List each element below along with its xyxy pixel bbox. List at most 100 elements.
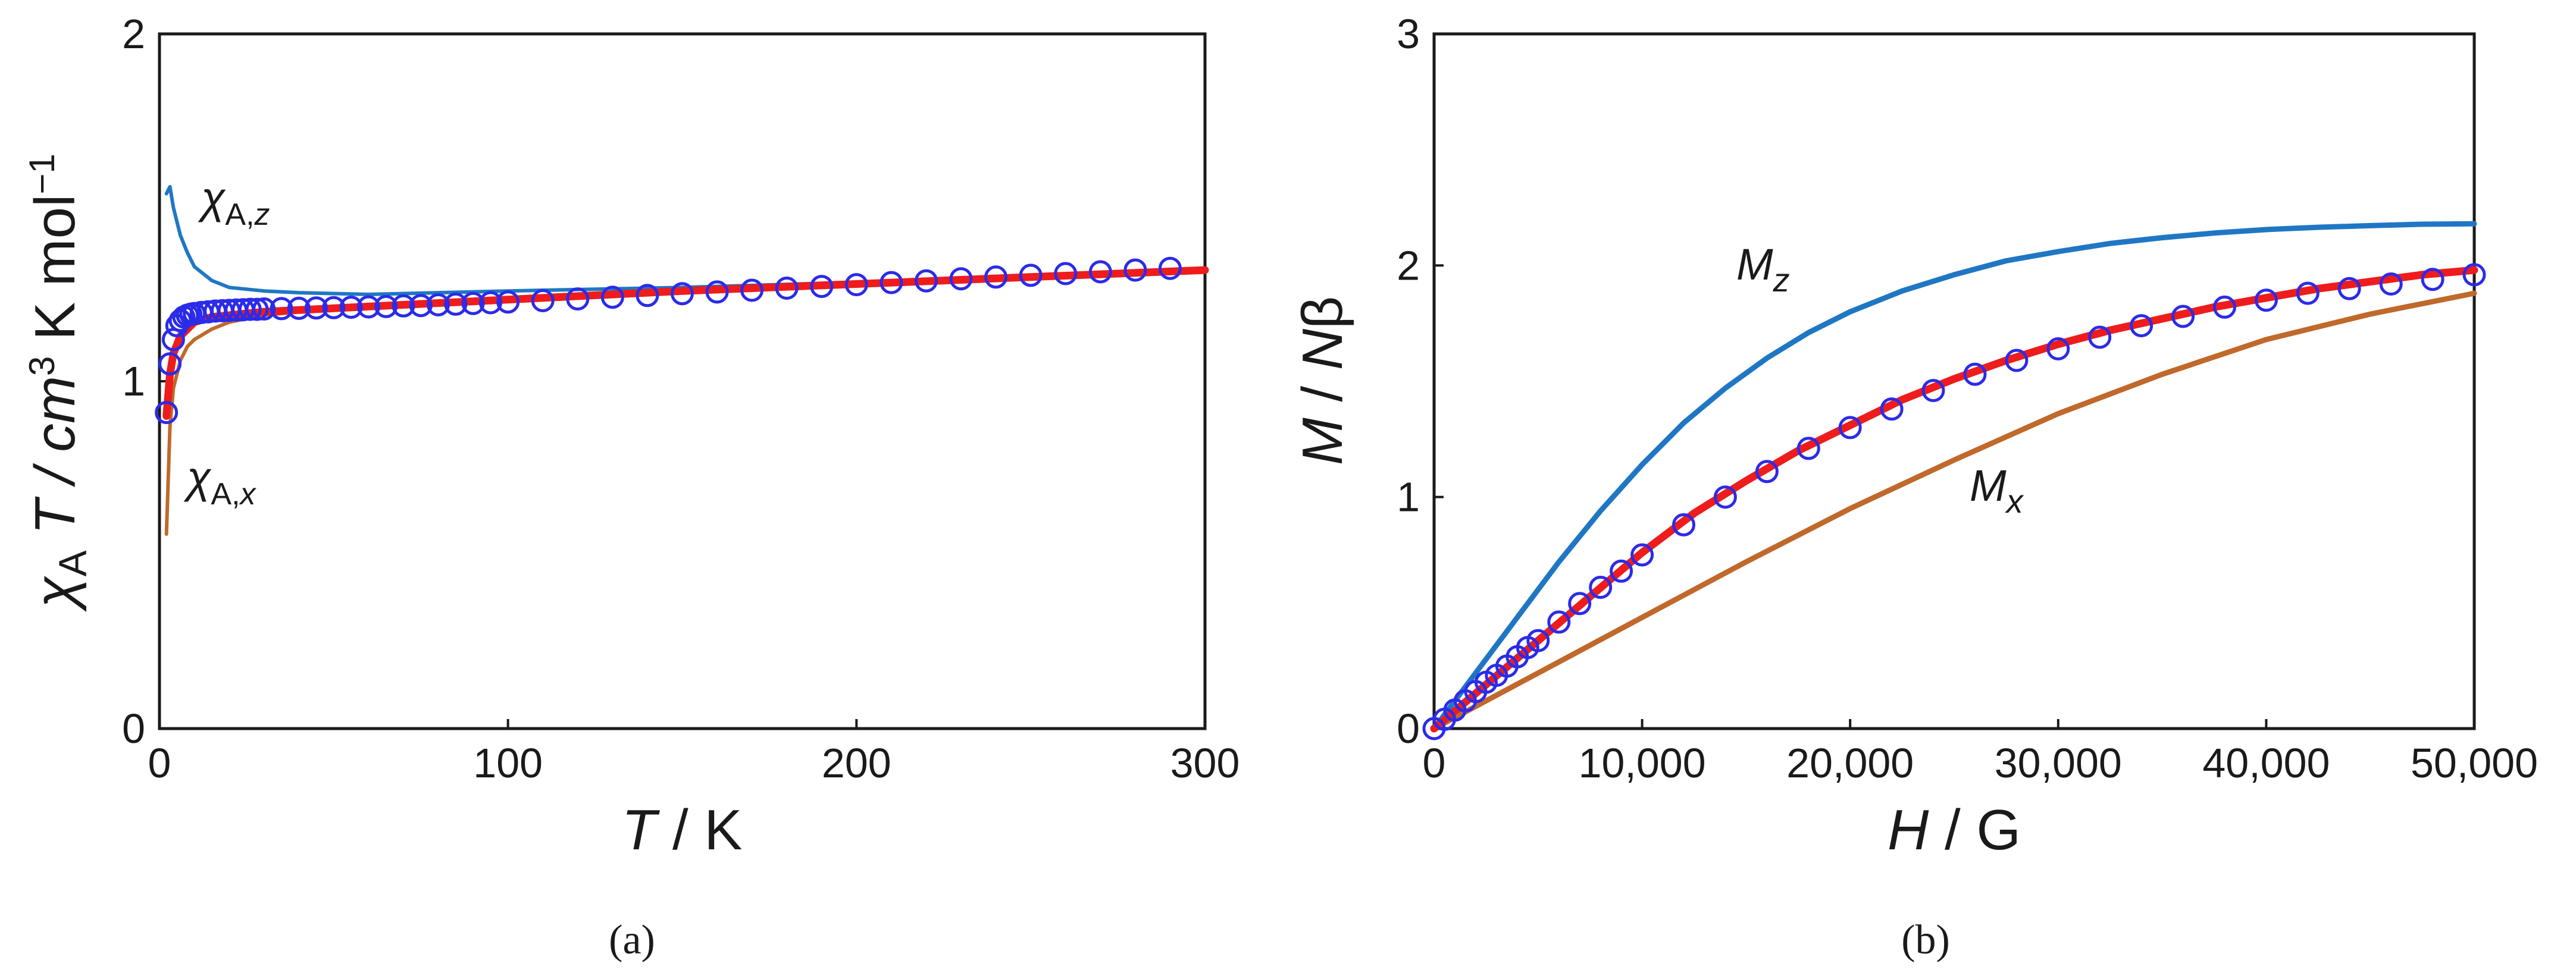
data-point-a	[810, 275, 834, 299]
data-points-b	[1422, 263, 2486, 740]
data-point-b	[1526, 629, 1550, 652]
x-tick-label-b: 10,000	[1579, 740, 1706, 786]
data-point-b	[1796, 437, 1820, 460]
curve-label-m-x: Mx	[1970, 461, 2024, 520]
series-line-mx-b	[1431, 290, 2477, 732]
data-point-b	[1880, 397, 1904, 421]
data-point-b	[1610, 559, 1633, 583]
data-point-a	[158, 352, 182, 376]
y-tick-label-a: 2	[122, 11, 145, 57]
x-tick-label-a: 200	[822, 740, 891, 786]
data-point-b	[2213, 295, 2236, 319]
x-axis-title-b: H / G	[1888, 798, 2021, 862]
data-point-a	[374, 294, 398, 318]
data-point-b	[2462, 263, 2486, 287]
panel-a: 0 100 200 300 0 1 2 χA,z χA,x T / K χA T / cm3…	[22, 11, 1240, 963]
data-point-a	[740, 278, 764, 302]
data-point-a	[409, 294, 433, 318]
data-point-a	[775, 277, 799, 300]
data-point-a	[305, 296, 328, 320]
series-b	[1430, 221, 2478, 733]
data-point-a	[496, 290, 520, 314]
data-points-a	[155, 256, 1182, 425]
data-point-a	[461, 291, 485, 315]
data-point-a	[356, 295, 380, 319]
data-point-b	[1547, 610, 1571, 634]
data-point-b	[2337, 277, 2361, 300]
series-line-mz-b	[1431, 221, 2477, 732]
data-point-a	[478, 291, 502, 315]
x-tick-label-b: 40,000	[2202, 740, 2330, 786]
plot-frame-b	[1432, 32, 2476, 730]
data-point-a	[879, 271, 903, 294]
data-point-b	[1589, 576, 1613, 599]
data-point-b	[1672, 513, 1695, 536]
data-point-b	[1755, 460, 1779, 484]
panel-label-a: (a)	[609, 917, 655, 963]
data-point-b	[1630, 543, 1654, 567]
data-point-a	[238, 297, 262, 321]
data-point-a	[1158, 256, 1182, 280]
data-point-b	[2171, 305, 2195, 328]
data-point-a	[155, 401, 179, 425]
data-point-a	[287, 296, 311, 320]
data-point-b	[2421, 268, 2444, 291]
data-point-a	[270, 297, 293, 321]
panel-b: 0 10,000 20,000 30,000 40,000 50,000 0 1 2 3 Mz M…	[1291, 11, 2538, 963]
y-tick-label-b: 1	[1397, 474, 1420, 520]
curve-label-chi-x: χA,x	[183, 453, 257, 511]
y-tick-label-b: 2	[1397, 242, 1420, 288]
data-point-a	[531, 289, 555, 312]
data-point-a	[566, 287, 590, 311]
tick-marks-a	[158, 33, 1206, 730]
data-point-b	[2296, 281, 2320, 305]
x-tick-label-a: 100	[473, 740, 543, 786]
data-point-a	[671, 282, 694, 306]
data-point-a	[339, 296, 363, 319]
data-point-b	[2046, 337, 2070, 360]
data-point-a	[322, 296, 346, 319]
data-point-a	[844, 273, 868, 297]
x-tick-label-b: 30,000	[1995, 740, 2122, 786]
panel-label-b: (b)	[1901, 917, 1950, 963]
curve-label-chi-z: χA,z	[198, 173, 270, 232]
plot-frame-a	[158, 32, 1207, 730]
x-tick-label-b: 50,000	[2411, 740, 2538, 786]
data-point-a	[949, 267, 973, 291]
data-point-b	[2005, 349, 2029, 372]
y-tick-label-b: 3	[1397, 11, 1420, 57]
x-tick-label-b: 20,000	[1786, 740, 1914, 786]
series-a	[162, 185, 1209, 536]
data-point-a	[245, 297, 269, 321]
data-point-a	[984, 265, 1008, 289]
data-point-a	[600, 285, 624, 309]
data-point-a	[427, 293, 450, 316]
y-tick-label-a: 0	[122, 705, 145, 752]
data-point-b	[1713, 485, 1737, 509]
y-tick-label-b: 0	[1397, 705, 1420, 752]
x-axis-title-a: T / K	[622, 798, 743, 862]
data-point-a	[705, 280, 729, 304]
x-tick-label-a: 300	[1170, 740, 1240, 786]
data-point-b	[2130, 314, 2154, 338]
tick-labels-b: 0 10,000 20,000 30,000 40,000 50,000 0 1 2 3	[1397, 11, 2538, 786]
data-point-b	[2254, 288, 2278, 312]
data-point-b	[1921, 379, 1945, 403]
data-point-b	[2379, 272, 2403, 296]
y-tick-label-a: 1	[122, 358, 145, 404]
series-line-fit-b	[1430, 266, 2478, 733]
curve-label-m-z: Mz	[1736, 240, 1790, 299]
data-point-a	[1019, 263, 1043, 287]
data-point-a	[1123, 258, 1147, 282]
x-tick-label-a: 0	[148, 740, 171, 786]
y-axis-title-a: χA T / cm3 K mol−1	[22, 153, 95, 612]
data-point-b	[2088, 325, 2112, 349]
data-point-a	[915, 269, 938, 293]
data-point-a	[444, 292, 468, 316]
data-point-a	[1088, 260, 1112, 284]
data-point-b	[1568, 592, 1592, 616]
data-point-b	[1963, 362, 1987, 386]
data-point-a	[1054, 262, 1078, 285]
tick-labels-a: 0 100 200 300 0 1 2	[122, 11, 1240, 786]
